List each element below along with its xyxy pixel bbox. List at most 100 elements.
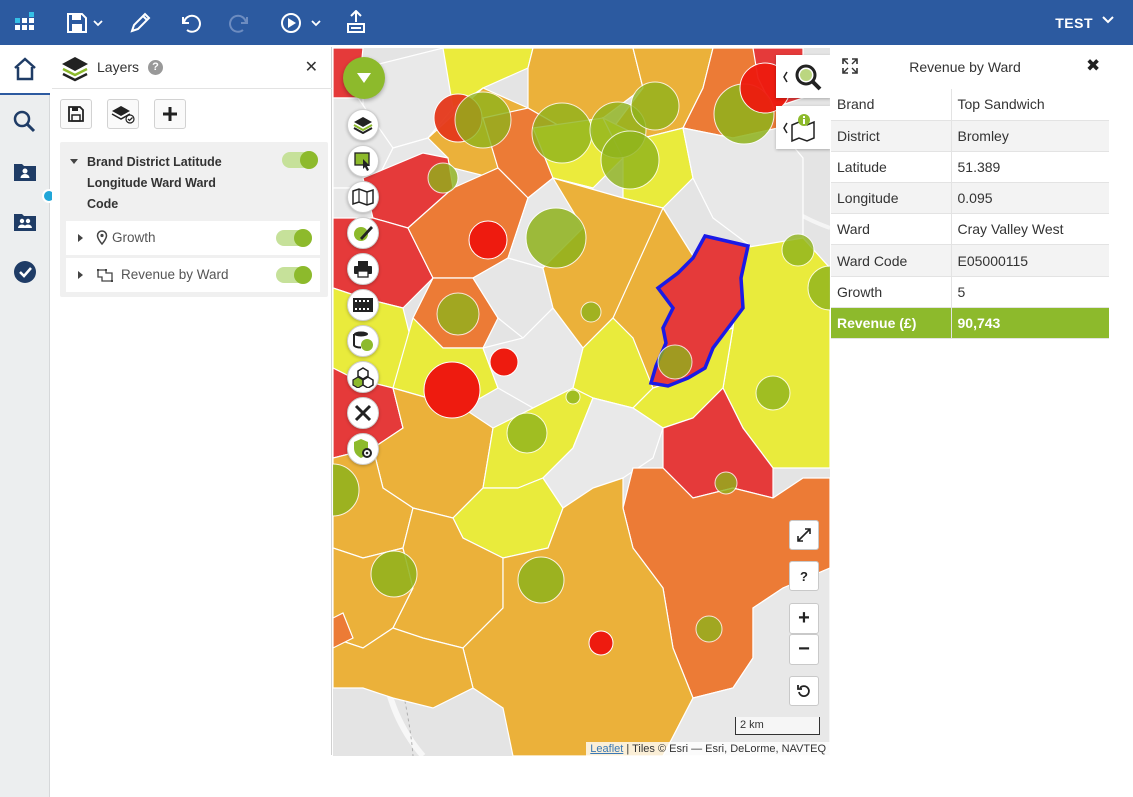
reset-icon [797,685,810,697]
map-attribution: Leaflet | Tiles © Esri — Esri, DeLorme, … [586,742,830,756]
table-row: Ward Code E05000115 [831,244,1109,277]
film-icon [353,298,373,312]
info-header: Revenue by Ward ✖ [831,47,1111,87]
feature-info-panel: Revenue by Ward ✖ Brand Top Sandwich Dist… [831,47,1133,755]
analysis-tool-button[interactable] [347,361,379,393]
revenue-toggle[interactable] [276,266,312,284]
left-rail [0,45,56,797]
user-menu[interactable]: TEST [1055,0,1093,45]
layer-group-title: Brand District Latitude Longitude Ward W… [87,155,222,211]
rail-dashboard[interactable] [0,247,50,297]
zoom-out-button[interactable]: − [789,634,819,665]
sublayer-growth[interactable]: Growth [66,221,320,255]
attribute-table: Brand Top Sandwich District Bromley Latitu… [831,89,1109,340]
select-tool-button[interactable] [347,145,379,177]
map-view[interactable]: ? + − 2 km Leaflet | Tiles © Esri — Esri… [333,48,830,756]
rail-home[interactable] [0,45,50,95]
table-row: Longitude 0.095 [831,182,1109,215]
layers-icon [353,117,373,134]
map-info-button[interactable] [776,106,830,149]
zoom-in-button[interactable]: + [789,603,819,634]
hexagons-icon [352,367,374,388]
draw-tool-button[interactable] [347,217,379,249]
plus-icon [163,107,177,121]
video-tool-button[interactable] [347,289,379,321]
top-bar: TEST [0,0,1133,45]
play-icon [281,12,321,33]
close-icon[interactable]: ✕ [304,59,318,76]
map-icon [352,188,374,206]
layer-group: Brand District Latitude Longitude Ward W… [60,142,328,297]
caret-down-icon[interactable] [70,159,78,164]
app-grid-icon[interactable] [10,0,40,45]
caret-right-icon[interactable] [78,271,83,279]
attr-value: 5 [951,276,1109,308]
home-icon [14,57,36,81]
save-icon [67,12,103,33]
table-row-highlighted: Revenue (£) 90,743 [831,307,1109,340]
map-view-tool-button[interactable] [347,181,379,213]
map-menu-button[interactable] [343,57,385,99]
tools-button[interactable] [347,397,379,429]
caret-right-icon[interactable] [78,234,83,242]
attr-key: Latitude [831,151,952,184]
leaflet-link[interactable]: Leaflet [590,743,624,755]
user-folder-icon [14,164,36,181]
attr-key: Growth [831,276,952,308]
layers-icon [62,57,88,82]
attr-key: Ward Code [831,244,952,277]
expand-icon [797,528,811,542]
globe-pen-icon [354,226,373,241]
settings-tool-button[interactable] [347,433,379,465]
attr-key: Longitude [831,182,952,215]
attribution-text: | Tiles © Esri — Esri, DeLorme, NAVTEQ [623,743,826,755]
data-tool-button[interactable] [347,325,379,357]
edit-icon[interactable] [125,0,155,45]
growth-toggle[interactable] [276,229,312,247]
play-menu-button[interactable] [275,0,325,45]
attr-value: E05000115 [951,244,1109,277]
search-icon [13,110,36,133]
sublayer-label: Growth [112,230,156,245]
shield-gear-icon [354,439,372,458]
table-row: Latitude 51.389 [831,151,1109,184]
map-select-icon [354,152,370,171]
rail-my-files[interactable] [0,147,50,197]
attr-value: 0.095 [951,182,1109,215]
zoom-search-button[interactable] [776,55,830,98]
user-label: TEST [1055,14,1093,31]
info-title: Revenue by Ward [909,59,1021,75]
database-globe-icon [353,331,373,351]
help-icon[interactable]: ? [148,60,163,75]
choropleth-map[interactable] [333,48,830,756]
attr-key: Ward [831,213,952,246]
attr-key: Brand [831,89,952,121]
sublayer-revenue-by-ward[interactable]: Revenue by Ward [66,258,320,292]
fullscreen-button[interactable] [789,520,819,550]
reset-view-button[interactable] [789,676,819,706]
print-tool-button[interactable] [347,253,379,285]
attr-key: District [831,120,952,152]
rail-search[interactable] [0,97,50,147]
group-folder-icon [14,214,36,231]
share-icon[interactable] [342,0,370,45]
rail-shared-files[interactable] [0,197,50,247]
undo-icon[interactable] [175,0,205,45]
table-row: Growth 5 [831,276,1109,308]
map-help-button[interactable]: ? [789,561,819,591]
save-layers-button[interactable] [60,99,92,129]
group-toggle[interactable] [282,151,318,169]
save-menu-button[interactable] [60,0,108,45]
manage-layers-button[interactable] [107,99,139,129]
expand-icon[interactable] [842,58,858,74]
add-layer-button[interactable] [154,99,186,129]
redo-icon [225,0,255,45]
sublayer-label: Revenue by Ward [121,267,229,282]
close-icon[interactable]: ✖ [1086,56,1101,75]
layers-tool-button[interactable] [347,109,379,141]
chevron-down-icon[interactable] [1101,13,1115,27]
attr-value: Bromley [951,120,1109,152]
attr-value: Top Sandwich [951,89,1109,121]
layers-header: Layers ? ✕ [52,47,332,89]
save-icon [68,106,84,122]
